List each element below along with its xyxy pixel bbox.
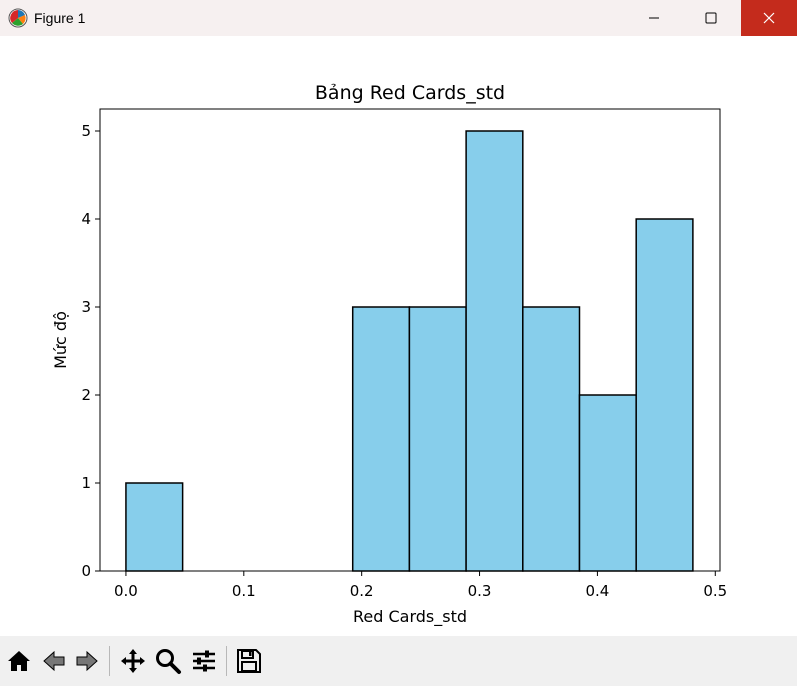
histogram-chart: Bảng Red Cards_std 0.0 0.1 0.2 0.3 0.4 0.5 0 1… xyxy=(51,82,727,627)
histogram-bar xyxy=(578,394,637,572)
back-arrow-icon xyxy=(43,650,65,672)
minimize-icon xyxy=(649,17,659,19)
histogram-bar xyxy=(125,482,184,572)
forward-arrow-icon xyxy=(76,650,98,672)
y-tick-label: 2 xyxy=(81,386,91,404)
zoom-button[interactable] xyxy=(153,646,183,676)
y-tick-label: 4 xyxy=(81,210,91,228)
home-icon xyxy=(8,651,30,671)
back-button[interactable] xyxy=(39,646,69,676)
close-button[interactable] xyxy=(741,0,797,36)
x-tick-label: 0.2 xyxy=(350,582,374,600)
toolbar-separator xyxy=(109,646,110,676)
pan-button[interactable] xyxy=(118,646,148,676)
maximize-icon xyxy=(705,12,717,24)
y-tick-label: 0 xyxy=(81,562,91,580)
toolbar-separator xyxy=(226,646,227,676)
y-tick-label: 5 xyxy=(81,122,91,140)
histogram-bar xyxy=(522,306,581,572)
home-button[interactable] xyxy=(4,646,34,676)
histogram-bar xyxy=(635,218,694,572)
app-icon xyxy=(8,8,28,28)
plot-frame xyxy=(99,108,721,572)
histogram-bar xyxy=(351,306,411,572)
histogram-bar xyxy=(465,130,524,572)
save-icon xyxy=(237,649,261,673)
zoom-icon xyxy=(156,649,181,674)
save-button[interactable] xyxy=(234,646,264,676)
close-icon xyxy=(763,12,775,24)
forward-button[interactable] xyxy=(72,646,102,676)
window-titlebar: Figure 1 xyxy=(0,0,797,36)
figure-canvas[interactable]: Bảng Red Cards_std 0.0 0.1 0.2 0.3 0.4 0.5 0 1… xyxy=(0,36,797,636)
x-axis-label: Red Cards_std xyxy=(353,607,467,627)
window-title: Figure 1 xyxy=(34,10,86,26)
configure-subplots-icon xyxy=(193,650,215,672)
x-tick-label: 0.5 xyxy=(703,582,727,600)
x-tick-label: 0.0 xyxy=(114,582,138,600)
y-axis-label: Mức độ xyxy=(51,311,70,369)
y-tick-label: 1 xyxy=(81,474,91,492)
x-tick-label: 0.1 xyxy=(232,582,256,600)
configure-subplots-button[interactable] xyxy=(189,646,219,676)
pan-icon xyxy=(121,649,145,673)
minimize-button[interactable] xyxy=(626,0,682,36)
x-tick-label: 0.4 xyxy=(585,582,609,600)
x-tick-label: 0.3 xyxy=(468,582,492,600)
navigation-toolbar xyxy=(0,636,797,686)
y-tick-label: 3 xyxy=(81,298,91,316)
chart-title: Bảng Red Cards_std xyxy=(315,82,505,104)
histogram-bar xyxy=(408,306,467,572)
maximize-button[interactable] xyxy=(683,0,739,36)
